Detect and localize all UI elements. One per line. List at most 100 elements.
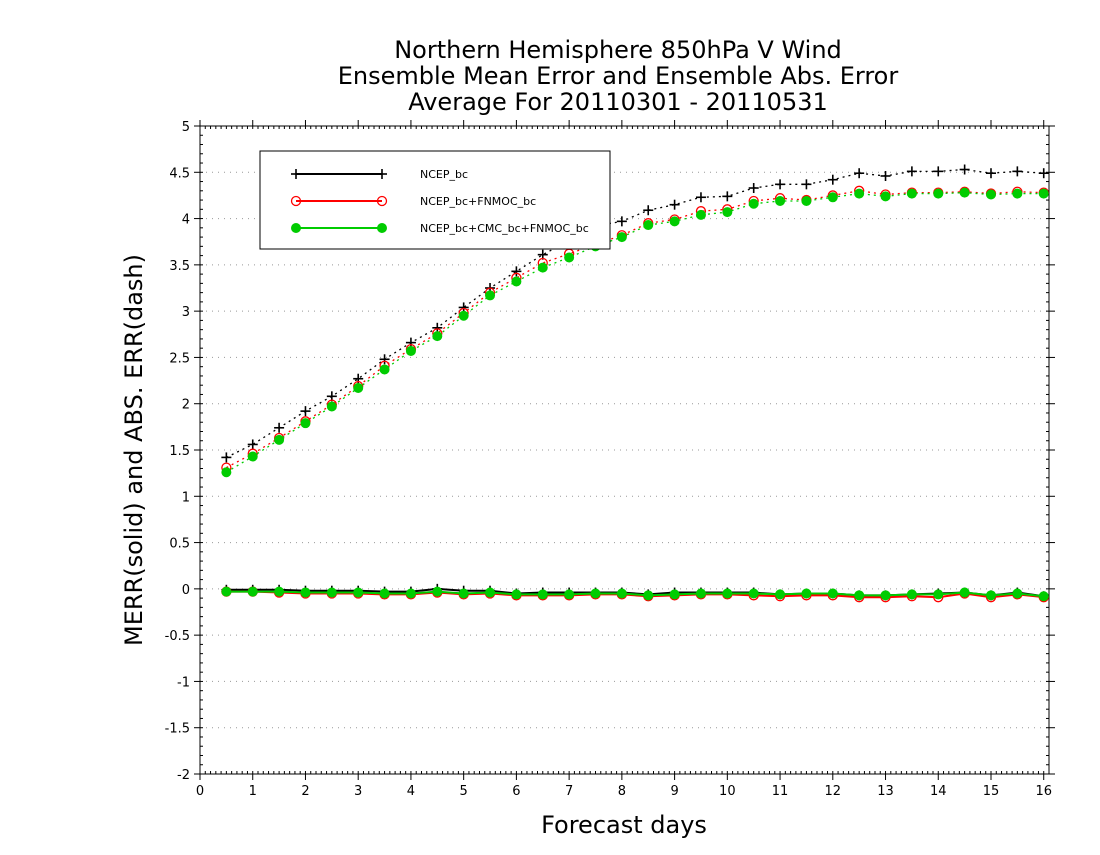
legend: NCEP_bc NCEP_bc+FNMOC_bc NCEP_bc+CMC_bc+FN… [259,150,611,250]
abs-error-point [1012,188,1023,199]
abs-error-point [985,189,996,200]
x-tick-label: 8 [618,784,626,799]
x-tick-label: 3 [354,784,362,799]
y-tick-label: 4.5 [169,166,190,181]
x-tick-label: 5 [460,784,468,799]
abs-error-point [722,207,733,218]
legend-label: NCEP_bc+FNMOC_bc [420,195,536,208]
x-tick-label: 0 [196,784,204,799]
x-tick-label: 13 [877,784,894,799]
x-tick-label: 16 [1035,784,1052,799]
abs-error-point [485,290,496,301]
abs-error-point [353,382,364,393]
mean-error-point [300,587,311,598]
mean-error-point [458,588,469,599]
mean-error-point [880,590,891,601]
abs-error-point [221,467,232,478]
mean-error-point [616,588,627,599]
abs-error-point [616,232,627,243]
mean-error-point [274,586,285,597]
mean-error-point [695,588,706,599]
x-tick-label: 7 [565,784,573,799]
mean-error-point [221,586,232,597]
x-tick-label: 15 [983,784,1000,799]
mean-error-point [485,587,496,598]
abs-error-point [564,252,575,263]
legend-marker [377,223,387,233]
mean-error-point [564,589,575,600]
abs-error-line [226,190,1044,469]
x-axis-title: Forecast days [541,811,707,839]
mean-error-point [353,587,364,598]
mean-error-point [722,588,733,599]
chart-title-line: Ensemble Mean Error and Ensemble Abs. Er… [338,62,899,90]
abs-error-point [247,451,258,462]
mean-error-point [405,588,416,599]
axes: -2-1.5-1-0.500.511.522.533.544.550 1 2 3 4 5 6… [120,120,1055,839]
abs-error-point [405,345,416,356]
mean-error-point [511,589,522,600]
y-tick-label: 2.5 [169,351,190,366]
mean-error-point [669,589,680,600]
mean-error-point [985,590,996,601]
mean-error-point [590,588,601,599]
mean-error-point [432,586,443,597]
x-tick-label: 6 [512,784,520,799]
x-tick-label: 1 [249,784,257,799]
y-tick-label: -0.5 [165,629,190,644]
y-tick-label: 4 [182,213,190,228]
legend-label: NCEP_bc [420,168,468,181]
y-tick-label: -2 [177,768,190,783]
abs-error-point [643,220,654,231]
x-tick-label: 4 [407,784,415,799]
abs-error-point [300,418,311,429]
mean-error-point [1012,588,1023,599]
abs-error-point [827,192,838,203]
mean-error-point [379,588,390,599]
y-tick-label: 0.5 [169,537,190,552]
mean-error-point [247,586,258,597]
y-axis-title: MERR(solid) and ABS. ERR(dash) [120,254,148,646]
abs-error-point [854,188,865,199]
abs-error-point [933,188,944,199]
mean-error-point [801,588,812,599]
abs-error-point [669,216,680,227]
abs-error-point [274,434,285,445]
abs-error-point [432,331,443,342]
abs-error-point [511,276,522,287]
mean-error-point [854,590,865,601]
x-tick-label: 12 [825,784,842,799]
mean-error-point [906,589,917,600]
legend-label: NCEP_bc+CMC_bc+FNMOC_bc [420,222,589,235]
abs-error-point [1038,188,1049,199]
abs-error-point [326,401,337,412]
y-tick-label: 3 [182,305,190,320]
y-tick-label: -1 [177,675,190,690]
legend-marker [290,195,302,207]
abs-error-point [906,188,917,199]
mean-error-point [827,588,838,599]
y-tick-label: 0 [182,583,190,598]
abs-error-point [801,195,812,206]
mean-error-point [959,587,970,598]
mean-error-point [1038,591,1049,602]
abs-error-point [537,262,548,273]
legend-marker [376,195,388,207]
y-tick-label: 3.5 [169,259,190,274]
legend-marker [291,223,301,233]
chart-title-line: Northern Hemisphere 850hPa V Wind [394,36,842,64]
abs-error-point [959,187,970,198]
mean-error-point [748,588,759,599]
mean-error-point [537,589,548,600]
y-tick-label: 2 [182,398,190,413]
abs-error-point [379,364,390,375]
y-tick-label: -1.5 [165,722,190,737]
series-2 [221,187,1049,602]
chart-title-line: Average For 20110301 - 20110531 [408,88,828,116]
gridlines [200,171,1049,729]
x-tick-label: 2 [301,784,309,799]
abs-error-point [458,310,469,321]
x-tick-label: 10 [719,784,736,799]
mean-error-point [643,590,654,601]
